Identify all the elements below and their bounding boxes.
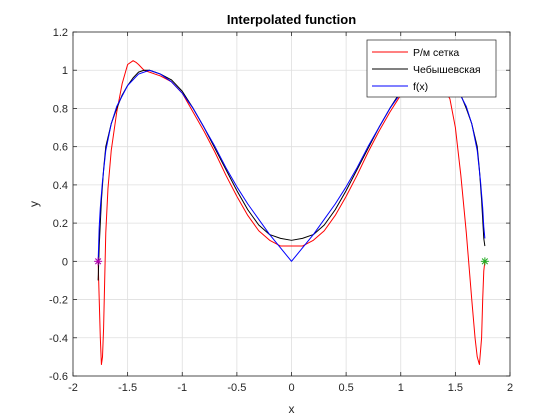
y-axis-label: y xyxy=(27,201,41,207)
legend-label-series-2: Чебышевская xyxy=(413,64,481,76)
x-tick-label: -1 xyxy=(177,382,187,394)
marker-layer xyxy=(94,257,489,266)
x-tick-label: 2 xyxy=(507,382,513,394)
y-tick-label: -0.4 xyxy=(49,333,68,345)
x-tick-label: -1.5 xyxy=(118,382,137,394)
y-tick-label: 1.2 xyxy=(53,27,68,39)
axis-ticks: -2 -1.5 -1 -0.5 0 0.5 1 1.5 2 -0.6 -0.4 -0.2 0 0.2 0.4… xyxy=(49,27,513,394)
y-tick-label: 0.8 xyxy=(53,103,68,115)
y-tick-label: 0.4 xyxy=(53,180,68,192)
y-tick-label: 0 xyxy=(62,256,68,268)
legend: Р/м сетка Чебышевская f(x) xyxy=(366,39,497,98)
star-marker-2 xyxy=(480,257,489,266)
y-tick-label: 0.6 xyxy=(53,142,68,154)
legend-label-series-1: Р/м сетка xyxy=(413,47,459,59)
x-axis-label: x xyxy=(289,402,295,416)
chart-title: Interpolated function xyxy=(227,12,356,27)
series-line-1 xyxy=(97,60,486,366)
y-tick-label: -0.6 xyxy=(49,371,68,383)
legend-label-series-3: f(x) xyxy=(413,81,428,93)
y-tick-label: 0.2 xyxy=(53,218,68,230)
x-tick-label: 0 xyxy=(288,382,294,394)
star-marker-1 xyxy=(94,257,103,266)
x-tick-label: 1 xyxy=(398,382,404,394)
y-tick-label: -0.2 xyxy=(49,295,68,307)
y-tick-label: 1 xyxy=(62,65,68,77)
x-tick-label: 0.5 xyxy=(338,382,353,394)
x-tick-label: -0.5 xyxy=(227,382,246,394)
x-tick-label: 1.5 xyxy=(448,382,463,394)
x-tick-label: -2 xyxy=(68,382,78,394)
